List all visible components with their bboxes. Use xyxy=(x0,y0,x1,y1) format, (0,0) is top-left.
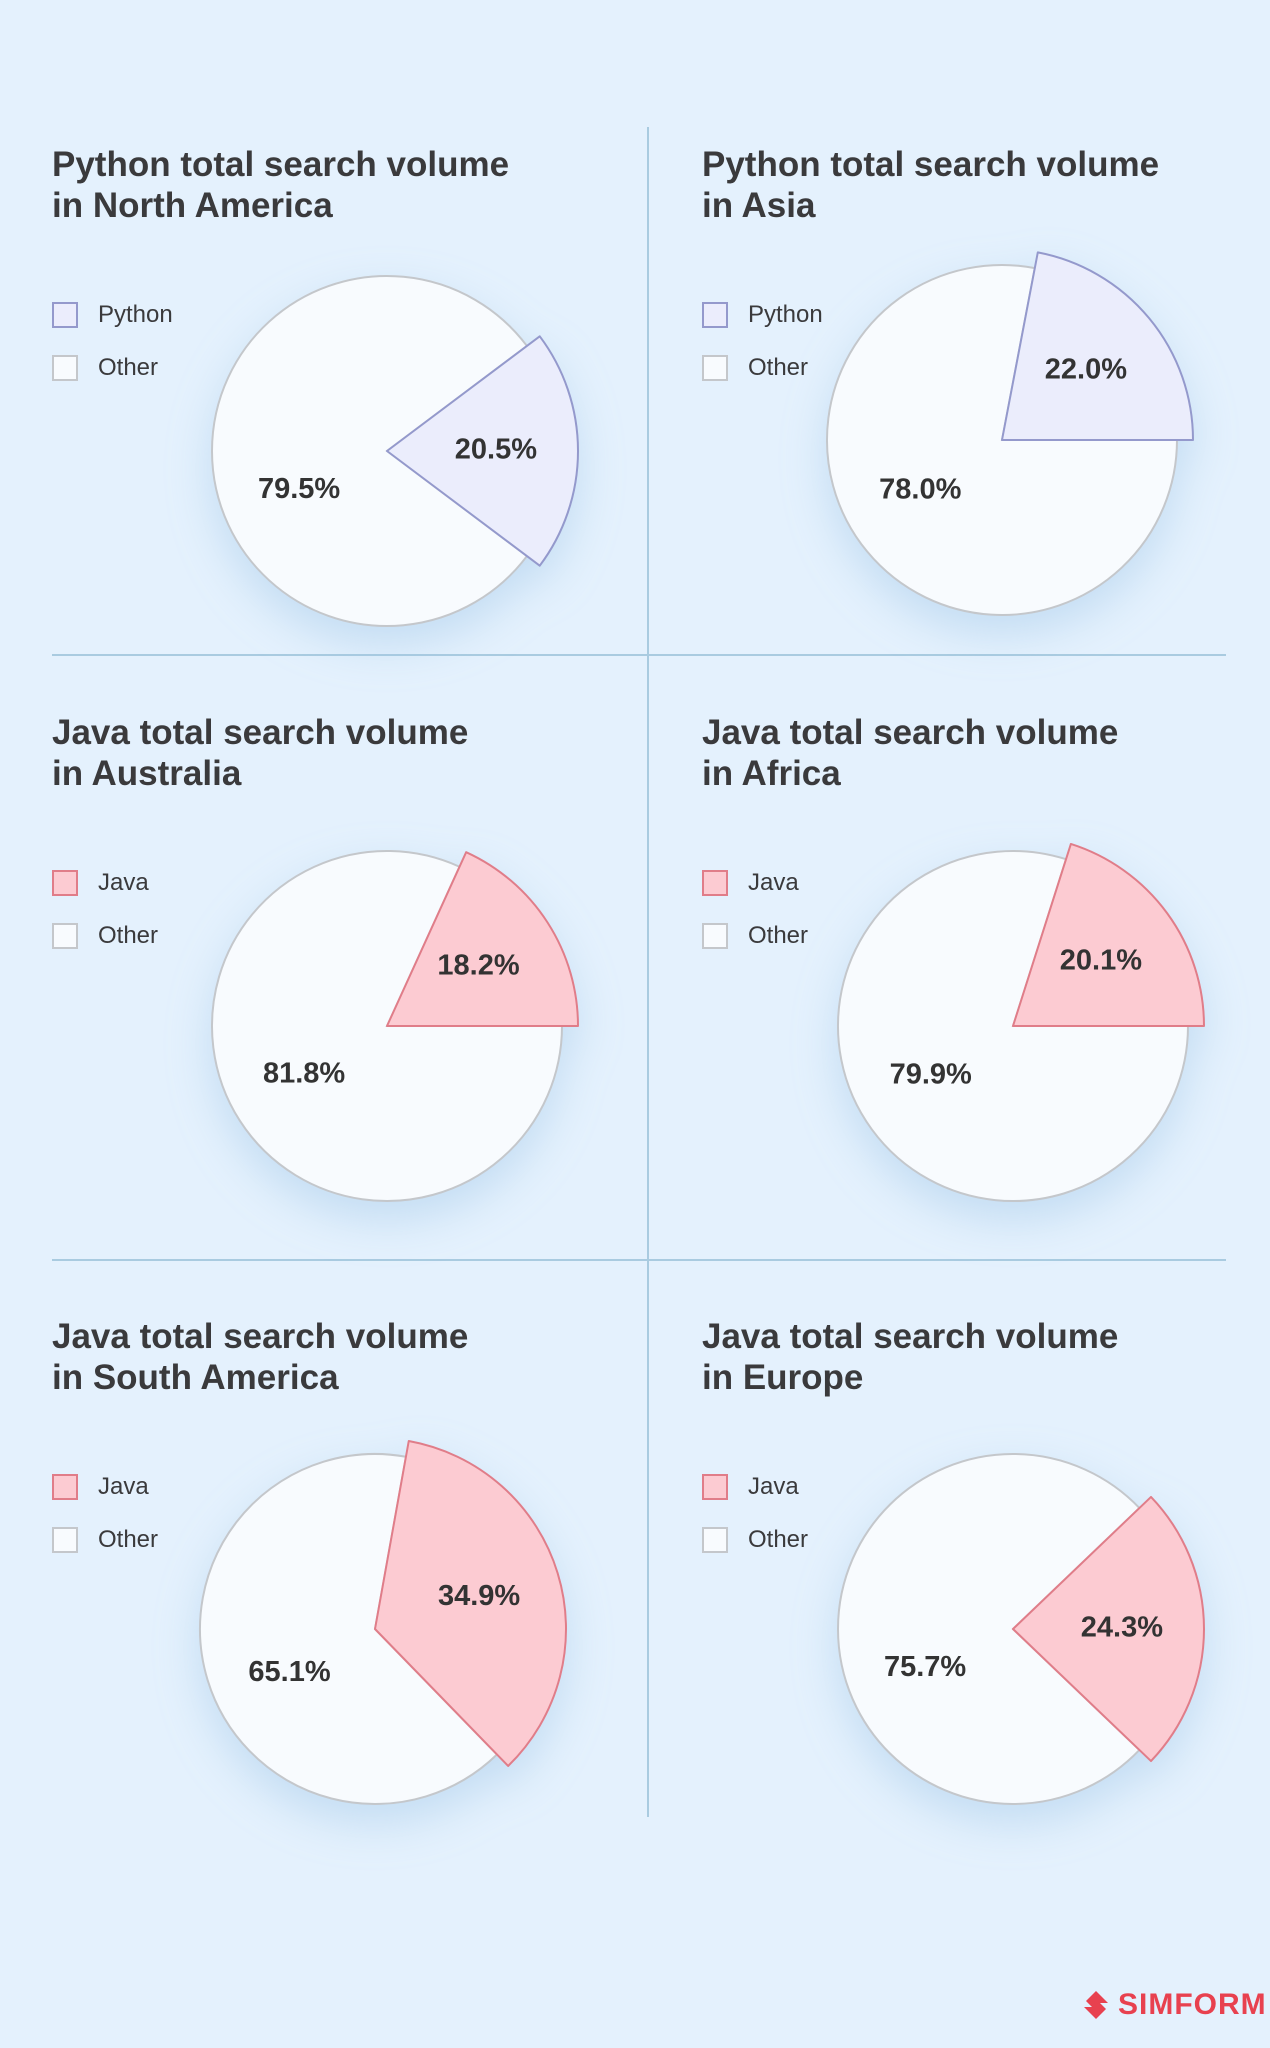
legend-swatch xyxy=(702,923,728,949)
divider xyxy=(52,654,1226,656)
brand-logo xyxy=(1084,1991,1108,2019)
value-label: 81.8% xyxy=(263,1058,345,1090)
chart-title: Java total search volume in Africa xyxy=(702,713,1119,793)
legend-label: Other xyxy=(748,922,809,949)
legend-label: Java xyxy=(748,1473,799,1500)
chart-title: Java total search volume in Australia xyxy=(52,713,469,793)
legend-swatch xyxy=(52,923,78,949)
value-label: 75.7% xyxy=(884,1651,966,1683)
legend-swatch xyxy=(52,870,78,896)
chart-title: Python total search volume in Asia xyxy=(702,145,1160,225)
chart-title: Python total search volume in North Amer… xyxy=(52,145,510,225)
legend-swatch xyxy=(702,302,728,328)
pie-slice xyxy=(1012,842,1205,1027)
pie-slice xyxy=(1001,251,1194,441)
legend-label: Other xyxy=(98,1526,159,1553)
brand: SIMFORM xyxy=(1080,1988,1267,2022)
legend-swatch xyxy=(52,302,78,328)
legend-item: Java xyxy=(52,1473,149,1501)
legend-label: Java xyxy=(748,869,799,896)
legend-label: Other xyxy=(748,354,809,381)
legend-item: Python xyxy=(702,301,823,329)
legend-swatch xyxy=(702,355,728,381)
legend-item: Other xyxy=(702,354,808,382)
legend-item: Java xyxy=(702,1473,799,1501)
legend-swatch xyxy=(52,1527,78,1553)
legend-item: Java xyxy=(52,869,149,897)
legend-label: Python xyxy=(748,301,823,328)
legend-swatch xyxy=(702,870,728,896)
pie xyxy=(211,275,579,627)
value-label: 78.0% xyxy=(879,474,961,506)
pie-slice xyxy=(386,335,579,567)
legend-label: Other xyxy=(98,354,159,381)
pie-slice xyxy=(386,851,579,1027)
pie xyxy=(826,251,1194,617)
legend-swatch xyxy=(52,1474,78,1500)
legend-item: Other xyxy=(52,1526,158,1554)
legend-item: Other xyxy=(52,922,158,950)
pie-slice xyxy=(836,1453,1141,1805)
value-label: 79.9% xyxy=(890,1059,972,1091)
pie xyxy=(837,842,1205,1202)
legend-item: Other xyxy=(702,1526,808,1554)
legend-label: Java xyxy=(98,1473,149,1500)
legend-label: Other xyxy=(748,1526,809,1553)
value-label: 20.5% xyxy=(455,434,537,466)
pie-slice xyxy=(1012,1495,1205,1763)
value-label: 79.5% xyxy=(258,473,340,505)
legend-item: Other xyxy=(702,922,808,950)
divider xyxy=(647,127,649,1817)
pie xyxy=(211,850,579,1202)
legend-item: Java xyxy=(702,869,799,897)
chart-title: Java total search volume in South Americ… xyxy=(52,1317,469,1397)
value-label: 18.2% xyxy=(437,950,519,982)
value-label: 34.9% xyxy=(438,1580,520,1612)
pie xyxy=(199,1440,567,1805)
pie-slice xyxy=(199,1453,499,1805)
legend-label: Other xyxy=(98,922,159,949)
pie xyxy=(836,1453,1205,1805)
legend-label: Python xyxy=(98,301,173,328)
pie-slice xyxy=(211,275,529,627)
value-label: 65.1% xyxy=(248,1656,330,1688)
chart-title: Java total search volume in Europe xyxy=(702,1317,1119,1397)
value-label: 22.0% xyxy=(1045,353,1127,385)
legend-label: Java xyxy=(98,869,149,896)
pie-slice xyxy=(374,1440,567,1767)
value-label: 24.3% xyxy=(1081,1612,1163,1644)
legend-item: Other xyxy=(52,354,158,382)
brand-text: SIMFORM xyxy=(1118,1988,1267,2021)
legend-swatch xyxy=(52,355,78,381)
divider xyxy=(52,1259,1226,1261)
legend-swatch xyxy=(702,1474,728,1500)
legend-swatch xyxy=(702,1527,728,1553)
legend-item: Python xyxy=(52,301,173,329)
value-label: 20.1% xyxy=(1060,944,1142,976)
